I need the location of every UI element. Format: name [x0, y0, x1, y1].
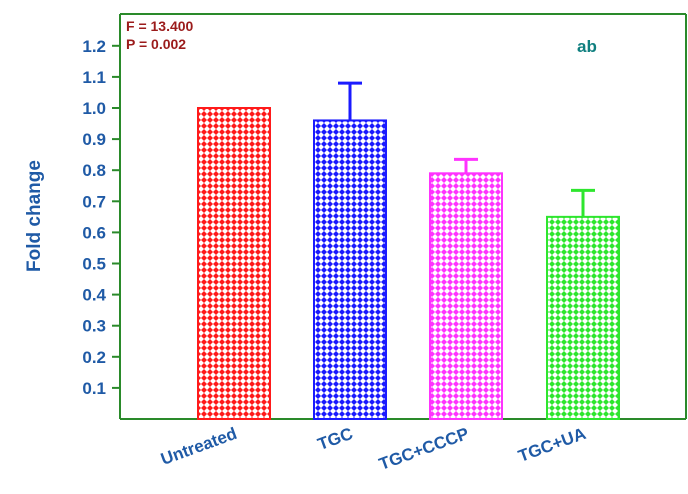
- y-tick-label: 0.7: [82, 192, 106, 211]
- bar-tgc-ua: [546, 215, 620, 420]
- bar-tgc-cccp: [429, 172, 503, 420]
- y-tick-label: 0.2: [82, 348, 106, 367]
- category-label: Untreated: [158, 424, 239, 469]
- error-bars: [338, 81, 595, 217]
- y-tick-label: 0.4: [82, 286, 106, 305]
- category-labels: Untreated TGC TGC+CCCP TGC+UA: [158, 424, 588, 474]
- category-label: TGC+UA: [516, 424, 589, 466]
- y-tick-label: 0.8: [82, 161, 106, 180]
- y-tick-label: 0.5: [82, 255, 106, 274]
- bar-untreated: [197, 107, 271, 420]
- y-tick-label: 0.6: [82, 223, 106, 242]
- category-label: TGC+CCCP: [377, 424, 472, 474]
- y-tick-label: 0.3: [82, 317, 106, 336]
- y-tick-label: 0.9: [82, 130, 106, 149]
- f-statistic-label: F = 13.400: [126, 18, 194, 34]
- significance-label: ab: [577, 37, 597, 56]
- y-tick-label: 1.0: [82, 99, 106, 118]
- y-axis-label: Fold change: [24, 160, 45, 272]
- bar-tgc: [313, 119, 387, 420]
- category-label: TGC: [315, 424, 355, 454]
- y-tick-label: 1.2: [82, 37, 106, 56]
- y-tick-label: 1.1: [82, 68, 106, 87]
- y-ticks: 0.1 0.2 0.3 0.4 0.5 0.6 0.7 0.8 0.9 1.0 1.1 1.2: [82, 37, 120, 398]
- bars: [197, 107, 620, 420]
- p-value-label: P = 0.002: [126, 36, 186, 52]
- y-tick-label: 0.1: [82, 379, 106, 398]
